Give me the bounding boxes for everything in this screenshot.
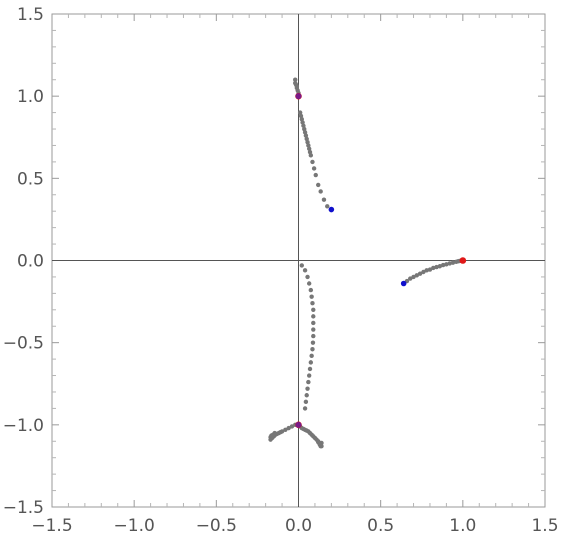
trajectory-point: [303, 399, 309, 405]
trajectory-point: [434, 264, 439, 270]
trajectory-point: [421, 269, 426, 275]
trajectory-point: [309, 294, 314, 299]
trajectory-point: [283, 427, 288, 432]
y-tick-label: −1.0: [3, 416, 44, 436]
trajectory-point: [305, 139, 310, 145]
trajectory-point: [306, 146, 312, 151]
x-tick-label: 0.0: [285, 516, 312, 536]
trajectory-point: [304, 393, 309, 398]
trajectory-point: [279, 429, 285, 434]
trajectory-point: [450, 260, 456, 265]
trajectory-point: [431, 265, 436, 271]
start-point: [400, 280, 407, 287]
x-tick-label: 1.5: [531, 516, 558, 536]
trajectory-point: [302, 406, 308, 411]
overlap-point: [295, 421, 302, 428]
y-tick-label: −0.5: [3, 334, 44, 354]
trajectory-point: [417, 271, 423, 276]
trajectory-point: [321, 197, 327, 202]
y-tick-label: 1.0: [17, 87, 44, 107]
x-tick-label: −1.5: [31, 516, 72, 536]
trajectory-point: [313, 172, 318, 178]
trajectory-point: [444, 262, 449, 267]
tick-labels-group: −1.5 −1.0 −0.5 0.0 0.5 1.0 1.5 −1.5 −1.0 −0.5 0.0 0…: [3, 5, 559, 536]
trajectory-point: [305, 274, 310, 280]
trajectory-point: [427, 267, 433, 272]
trajectory-point: [411, 274, 416, 280]
points-group: [268, 77, 467, 449]
trajectory-point: [307, 366, 313, 372]
trajectory-point: [304, 136, 309, 142]
trajectory-point: [306, 373, 312, 378]
trajectory-point: [297, 110, 303, 115]
trajectory-point: [311, 333, 316, 339]
trajectory-point: [308, 153, 314, 158]
trajectory-point: [300, 120, 305, 125]
trajectory-point: [308, 287, 314, 293]
trajectory-point: [311, 314, 316, 319]
trajectory-point: [309, 353, 314, 359]
trajectory-point: [302, 268, 308, 273]
trajectory-point: [302, 126, 307, 132]
trajectory-point: [293, 77, 298, 82]
trajectory-point: [310, 347, 315, 352]
trajectory-point: [310, 301, 315, 306]
y-tick-label: −1.5: [3, 498, 44, 518]
start-point: [328, 206, 335, 213]
trajectory-point: [316, 182, 321, 188]
y-tick-label: 0.0: [17, 252, 44, 272]
trajectory-point: [440, 262, 446, 268]
trajectory-point: [424, 268, 429, 273]
trajectory-point: [286, 425, 291, 431]
x-tick-label: −0.5: [196, 516, 237, 536]
target-point: [459, 257, 467, 264]
overlap-point: [295, 93, 302, 100]
trajectory-point: [310, 340, 316, 345]
trajectory-point: [318, 189, 323, 194]
trajectory-point: [325, 204, 330, 209]
trajectory-point: [301, 123, 306, 128]
trajectory-point: [316, 439, 321, 445]
trajectory-point: [408, 276, 413, 281]
trajectory-point: [298, 113, 304, 119]
trajectory-point: [299, 116, 304, 122]
trajectory-point: [311, 327, 316, 332]
trajectory-point: [303, 133, 309, 138]
trajectory-point: [306, 379, 311, 385]
trajectory-point: [311, 320, 316, 326]
ticks-group: [51, 13, 546, 508]
trajectory-point: [289, 424, 295, 429]
x-tick-label: 0.5: [367, 516, 394, 536]
trajectory-point: [302, 130, 308, 135]
trajectory-point: [311, 166, 317, 171]
x-tick-label: −1.0: [114, 516, 155, 536]
trajectory-point: [306, 143, 311, 148]
trajectory-point: [447, 261, 452, 266]
x-tick-label: 1.0: [449, 516, 476, 536]
trajectory-point: [414, 273, 420, 278]
trajectory-point: [306, 281, 312, 286]
trajectory-point: [310, 159, 315, 165]
trajectory-point: [311, 307, 316, 312]
trajectory-point: [307, 149, 313, 155]
trajectory-point: [308, 360, 314, 365]
trajectory-point: [272, 430, 277, 436]
y-tick-label: 1.5: [17, 5, 44, 25]
trajectory-point: [299, 263, 304, 268]
y-tick-label: 0.5: [17, 169, 44, 189]
trajectory-point: [305, 386, 310, 391]
